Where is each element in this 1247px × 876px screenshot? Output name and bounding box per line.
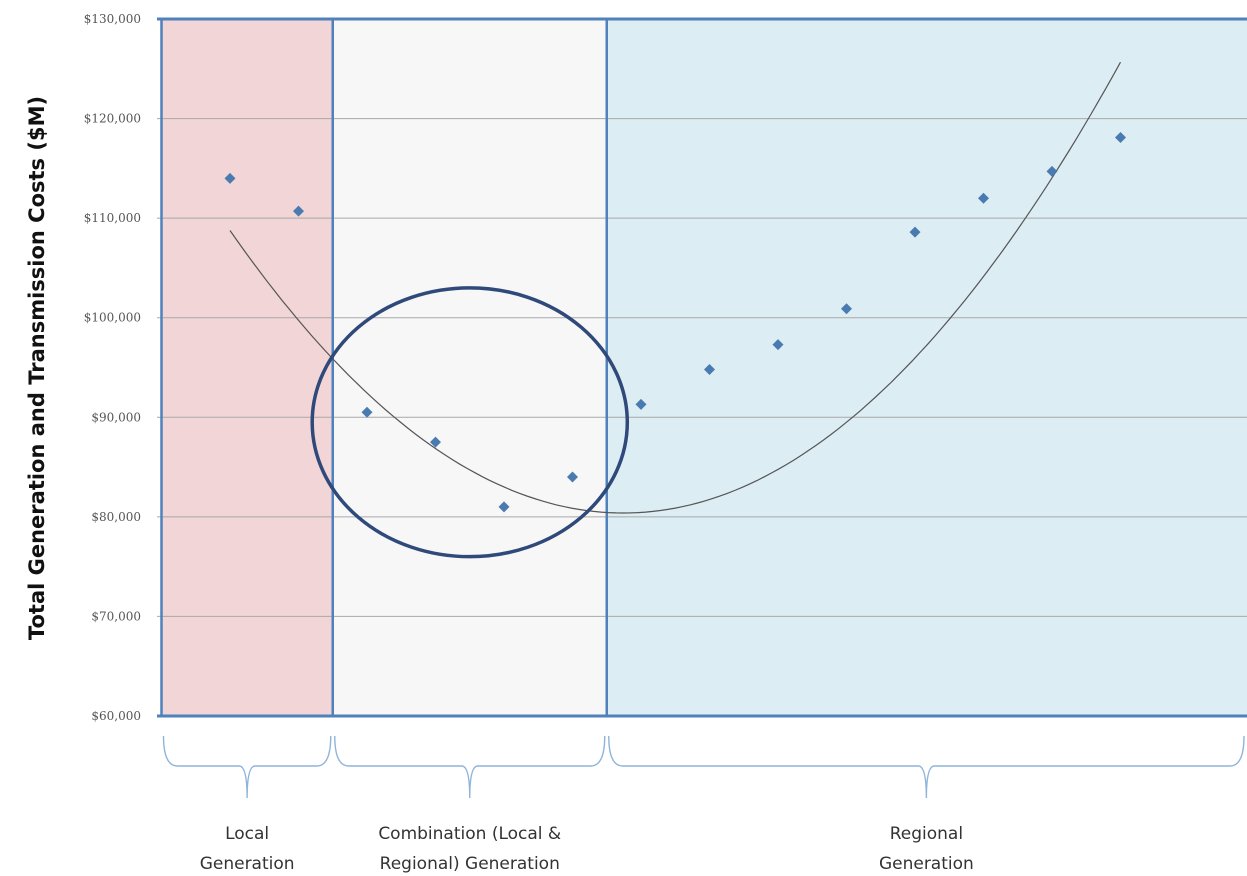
y-tick-label: $130,000 (84, 12, 141, 26)
data-point (293, 205, 304, 217)
region-label-line1: Combination (Local & (378, 824, 561, 844)
data-point (361, 406, 373, 418)
data-point (1115, 131, 1126, 143)
data-point (909, 226, 921, 238)
y-tick-label: $90,000 (91, 410, 141, 424)
region-dividers (160, 19, 608, 716)
region-brace (334, 735, 606, 799)
region-background-2 (606, 19, 1247, 716)
data-point (224, 172, 236, 184)
region-label-line2: Generation (200, 854, 295, 874)
region-background-1 (332, 19, 607, 716)
y-tick-label: $100,000 (84, 311, 141, 325)
highlight-layer (310, 286, 630, 559)
data-point (704, 363, 715, 375)
region-braces (162, 735, 1245, 799)
data-point (978, 192, 989, 204)
gridlines (157, 17, 1247, 718)
data-point (567, 471, 578, 483)
trendline-layer (229, 61, 1122, 514)
region-brace (608, 735, 1245, 799)
data-points (224, 131, 1126, 513)
trendline (229, 61, 1122, 514)
y-axis-label: Total Generation and Transmission Costs … (25, 96, 49, 640)
region-label-line2: Generation (879, 854, 974, 874)
region-backgrounds (161, 19, 1247, 716)
region-brace (162, 735, 332, 799)
region-label-line1: Regional (890, 824, 963, 844)
region-labels: Local Generation Combination (Local & Regio… (200, 824, 974, 874)
data-point (841, 303, 852, 315)
y-axis-ticks: $130,000 $120,000 $110,000 $100,000 $90,000 $… (84, 12, 141, 723)
y-tick-label: $80,000 (91, 510, 141, 524)
y-tick-label: $70,000 (91, 609, 141, 623)
data-point (430, 436, 441, 448)
y-tick-label: $60,000 (91, 709, 141, 723)
y-tick-label: $120,000 (84, 112, 141, 126)
data-point (498, 501, 510, 513)
region-label-line2: Regional) Generation (380, 854, 560, 874)
highlight-ellipse (310, 286, 630, 559)
y-tick-label: $110,000 (84, 211, 141, 225)
data-point (772, 339, 784, 351)
region-label-line1: Local (225, 824, 269, 844)
data-point (1046, 165, 1058, 177)
region-background-0 (161, 19, 333, 716)
data-point (635, 398, 647, 410)
